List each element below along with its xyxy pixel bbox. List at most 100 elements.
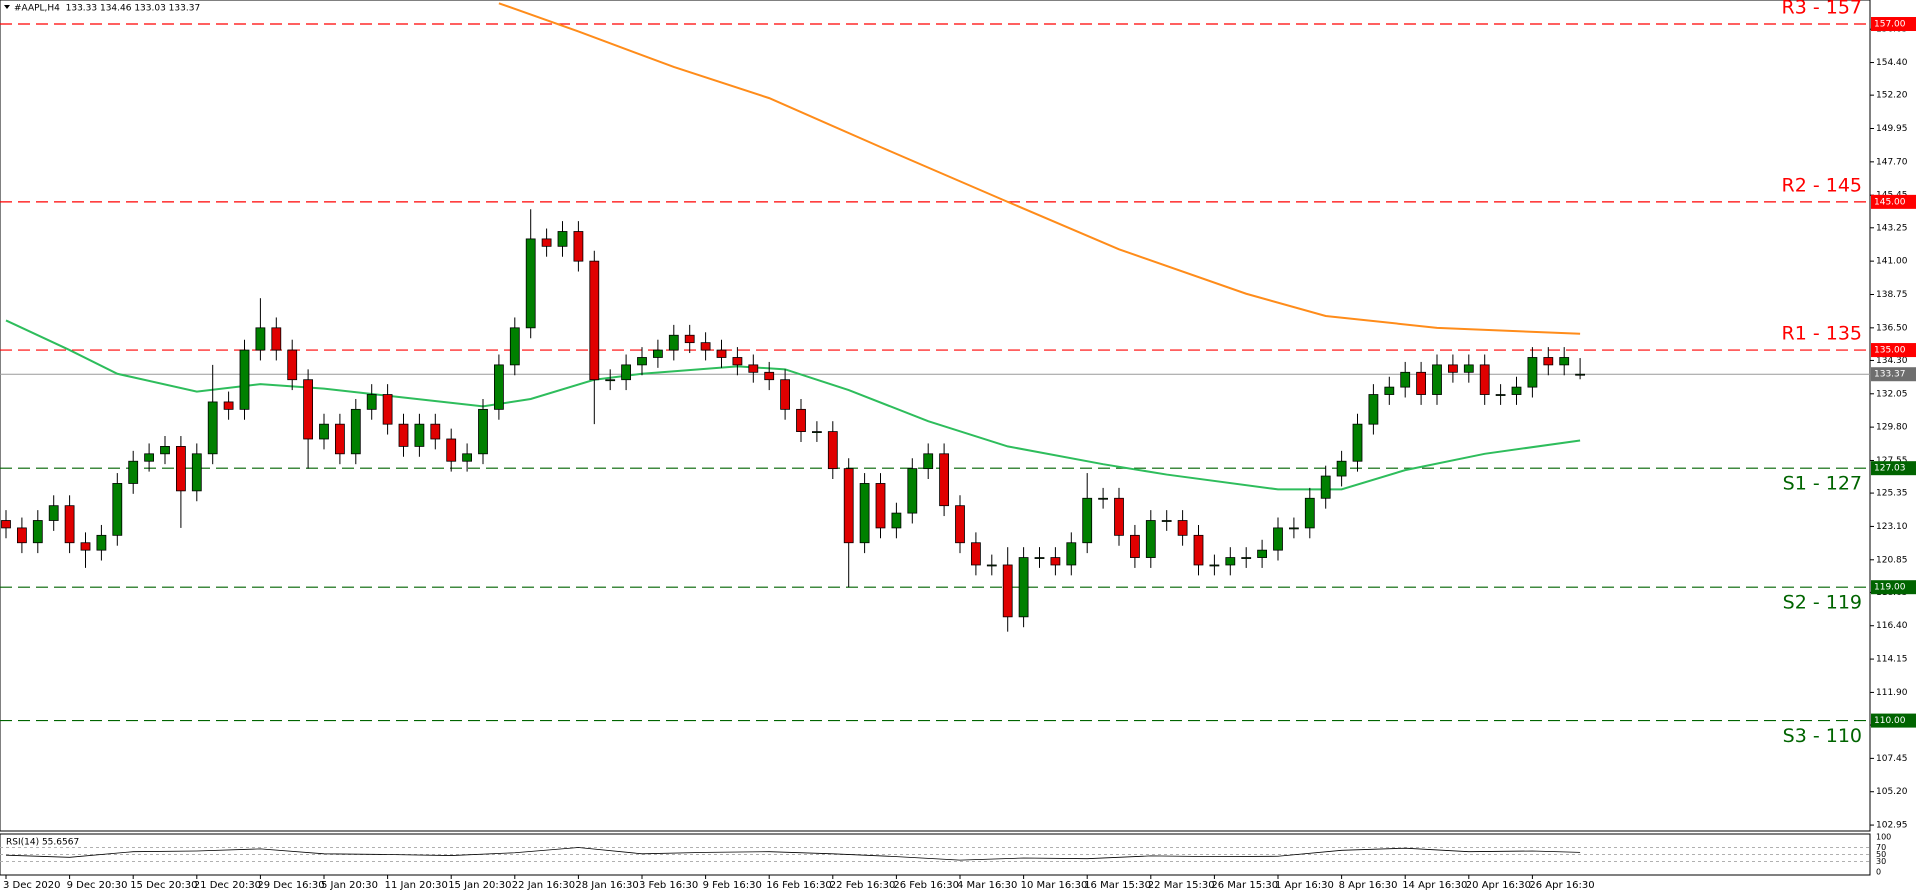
candle-body [796,408,806,432]
candle-body [509,327,520,366]
candle-body [525,238,536,329]
candle-body [637,357,647,366]
x-tick-label: 9 Dec 20:30 [67,880,128,891]
candle-body [64,505,75,544]
candle-body [319,423,329,440]
x-tick-label: 22 Jan 16:30 [512,880,575,891]
last-price-box [1871,367,1916,382]
y-tick-label: 143.25 [1876,223,1908,233]
candle-body [303,379,314,440]
plot-frame [0,0,1871,832]
y-tick-label: 120.85 [1876,555,1908,565]
candle-body [1193,534,1204,566]
x-tick-label: 20 Apr 16:30 [1466,880,1531,891]
level-price-label: 145.00 [1874,197,1906,207]
x-tick-label: 28 Jan 16:30 [575,880,638,891]
level-label: S3 - 110 [1783,725,1862,747]
candle-body [128,460,139,484]
y-tick-label: 132.05 [1876,389,1908,399]
x-tick-label: 26 Feb 16:30 [893,880,959,891]
y-tick-label: 147.70 [1876,157,1908,167]
candle-body [939,453,949,507]
candle-body [1400,371,1411,388]
candle-body [716,349,727,358]
y-tick-label: 136.50 [1876,323,1908,333]
rsi-frame [0,833,1871,876]
candle-body [971,542,981,566]
candle-body [1145,520,1156,558]
y-tick-label: 149.95 [1876,124,1908,134]
y-tick-label: 102.95 [1876,821,1908,831]
level-price-label: 110.00 [1874,716,1906,726]
level-label: R2 - 145 [1782,174,1863,196]
candle-body [700,342,711,351]
candle-body [414,423,425,447]
y-tick-label: 107.45 [1876,754,1908,764]
y-tick-label: 154.40 [1876,58,1908,68]
candle-body [350,408,361,455]
x-tick-label: 10 Mar 16:30 [1021,880,1088,891]
candle-body [843,468,854,544]
candle-body [1273,527,1283,551]
candle-body [1130,534,1140,558]
x-tick-label: 11 Jan 20:30 [385,880,448,891]
candle-body [605,379,616,382]
level-label: R1 - 135 [1782,323,1863,345]
y-tick-label: 114.15 [1876,655,1908,665]
x-tick-label: 3 Dec 2020 [3,880,61,891]
candle-body [1050,557,1061,566]
candle-body [191,453,202,492]
level-price-box [1871,461,1916,476]
y-tick-label: 138.75 [1876,290,1908,300]
rsi-tick-label: 70 [1876,843,1886,852]
candle-body [1384,386,1395,395]
candle-body [398,423,409,447]
level-price-box [1871,17,1916,32]
candle-body [1320,475,1331,499]
candle-body [668,334,679,351]
candle-body [986,564,997,567]
x-tick-label: 16 Feb 16:30 [766,880,832,891]
candle-body [366,394,377,410]
candle-body [1114,497,1124,536]
candle-body [462,453,473,462]
candle-body [96,534,107,551]
candle-body [48,505,59,521]
candle-body [859,483,870,544]
candle-body [1098,497,1108,500]
x-tick-label: 16 Mar 15:30 [1084,880,1151,891]
candle-body [382,394,393,425]
candle-body [684,334,695,344]
x-tick-label: 1 Apr 16:30 [1275,880,1334,891]
candle-body [780,379,790,410]
level-label: S1 - 127 [1783,473,1862,495]
candle-body [541,238,552,247]
y-tick-label: 123.10 [1876,522,1908,532]
candle-body [875,483,886,529]
y-tick-label: 111.90 [1876,688,1908,698]
candle-body [239,349,250,410]
rsi-line [5,847,1581,861]
x-tick-label: 3 Feb 16:30 [639,880,698,891]
candle-body [223,401,234,410]
y-tick-label: 129.80 [1876,423,1908,433]
candle-body [1289,527,1299,530]
y-tick-label: 152.20 [1876,91,1908,101]
level-price-box [1871,580,1916,595]
candle-body [732,357,743,366]
candle-body [80,542,91,551]
level-price-box [1871,194,1916,209]
candle-body [287,349,298,381]
candle-body [891,512,902,529]
candle-body [557,231,568,247]
candle-body [1368,394,1379,425]
candle-body [1432,364,1442,395]
level-price-box [1871,713,1916,728]
level-label: S2 - 119 [1783,592,1862,614]
chart-title: #AAPL,H4 133.33 134.46 133.03 133.37 [14,4,200,14]
candle-body [478,408,488,455]
y-tick-label: 134.30 [1876,356,1908,366]
y-tick-label: 116.40 [1876,621,1908,631]
